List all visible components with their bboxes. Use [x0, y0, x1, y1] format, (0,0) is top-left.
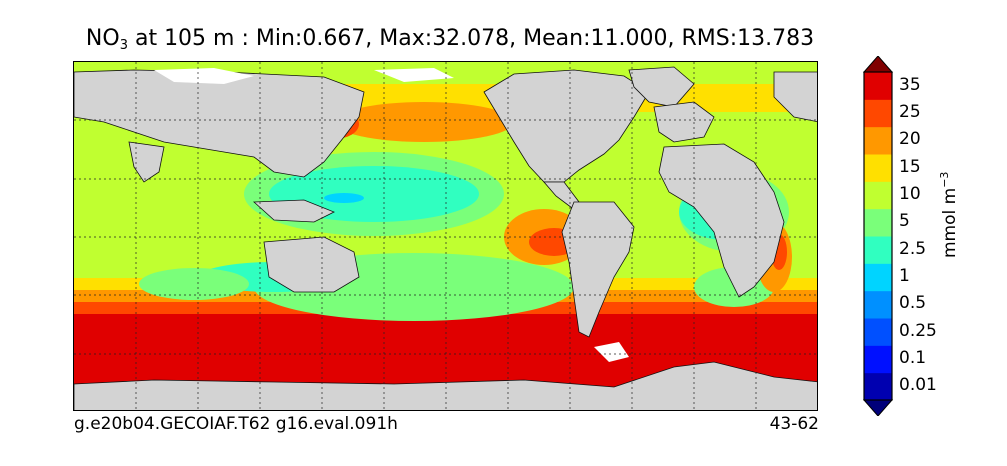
unit-exponent: −3: [938, 171, 951, 188]
land-asia: [74, 69, 365, 178]
gyre-north-pacific-core: [324, 193, 364, 203]
colorbar-tick-20: 20: [899, 129, 921, 150]
colorbar-segment-35: [864, 72, 892, 100]
colorbar-segment-15: [864, 154, 892, 182]
land-north-america: [483, 69, 650, 183]
run-label: g.e20b04.GECOIAF.T62 g16.eval.091h: [74, 414, 398, 434]
unit-base: mmol m: [940, 187, 960, 258]
colorbar-tick-0_1: 0.1: [899, 348, 927, 368]
colorbar-segment-0_5: [864, 290, 892, 319]
colorbar-tick-25: 25: [899, 102, 921, 122]
colorbar-tick-0_25: 0.25: [899, 320, 937, 341]
colorbar-outline: [863, 71, 893, 401]
land-indonesia: [253, 199, 335, 223]
years-label: 43-62: [769, 414, 819, 434]
colorbar-tick-1: 1: [899, 266, 910, 286]
colorbar-segment-2_5: [864, 236, 892, 264]
nitrate-map: [74, 62, 817, 410]
colorbar-tick-10: 10: [899, 184, 921, 204]
colorbar-segment-0_1: [864, 345, 892, 374]
land-south-america: [561, 201, 635, 338]
colorbar-tick-0_5: 0.5: [899, 293, 927, 314]
title-stats: at 105 m : Min:0.667, Max:32.078, Mean:1…: [127, 26, 815, 51]
colorbar-segment-10: [864, 181, 892, 210]
title-species: NO: [85, 26, 120, 51]
colorbar-tick-5: 5: [899, 211, 910, 232]
subpolar-north-pacific-orange: [334, 102, 514, 142]
land-africa: [658, 143, 785, 298]
colorbar-segments: [864, 72, 892, 401]
colorbar-tick-15: 15: [899, 156, 921, 177]
graticule: [74, 62, 817, 410]
colorbar: [862, 56, 894, 416]
colorbar-segment-25: [864, 99, 892, 128]
sea-ice: [154, 68, 629, 362]
colorbar-segment-5: [864, 208, 892, 237]
colorbar-segment-20: [864, 126, 892, 155]
land-asia-east-edge: [773, 71, 817, 123]
colorbar-tick-0_01: 0.01: [899, 375, 937, 396]
colorbar-tick-35: 35: [899, 74, 921, 95]
sea-ice-canada: [374, 68, 454, 82]
colorbar-segment-0_25: [864, 318, 892, 346]
page-title: NO3 at 105 m : Min:0.667, Max:32.078, Me…: [0, 26, 900, 53]
colorbar-under-arrow: [862, 399, 894, 416]
gyre-indian: [139, 268, 249, 300]
map-plot: [73, 61, 818, 411]
colorbar-segment-0_01: [864, 372, 892, 401]
land-australia: [263, 236, 360, 293]
colorbar-over-arrow: [862, 56, 894, 73]
sea-ice-arctic: [154, 68, 254, 84]
colorbar-segment-1: [864, 263, 892, 292]
colorbar-unit-label: mmol m−3: [938, 172, 960, 258]
colorbar-tick-2_5: 2.5: [899, 238, 927, 259]
sea-ice-antarctic-peninsula: [594, 342, 629, 362]
land-india: [128, 141, 165, 183]
title-subscript: 3: [119, 38, 128, 53]
